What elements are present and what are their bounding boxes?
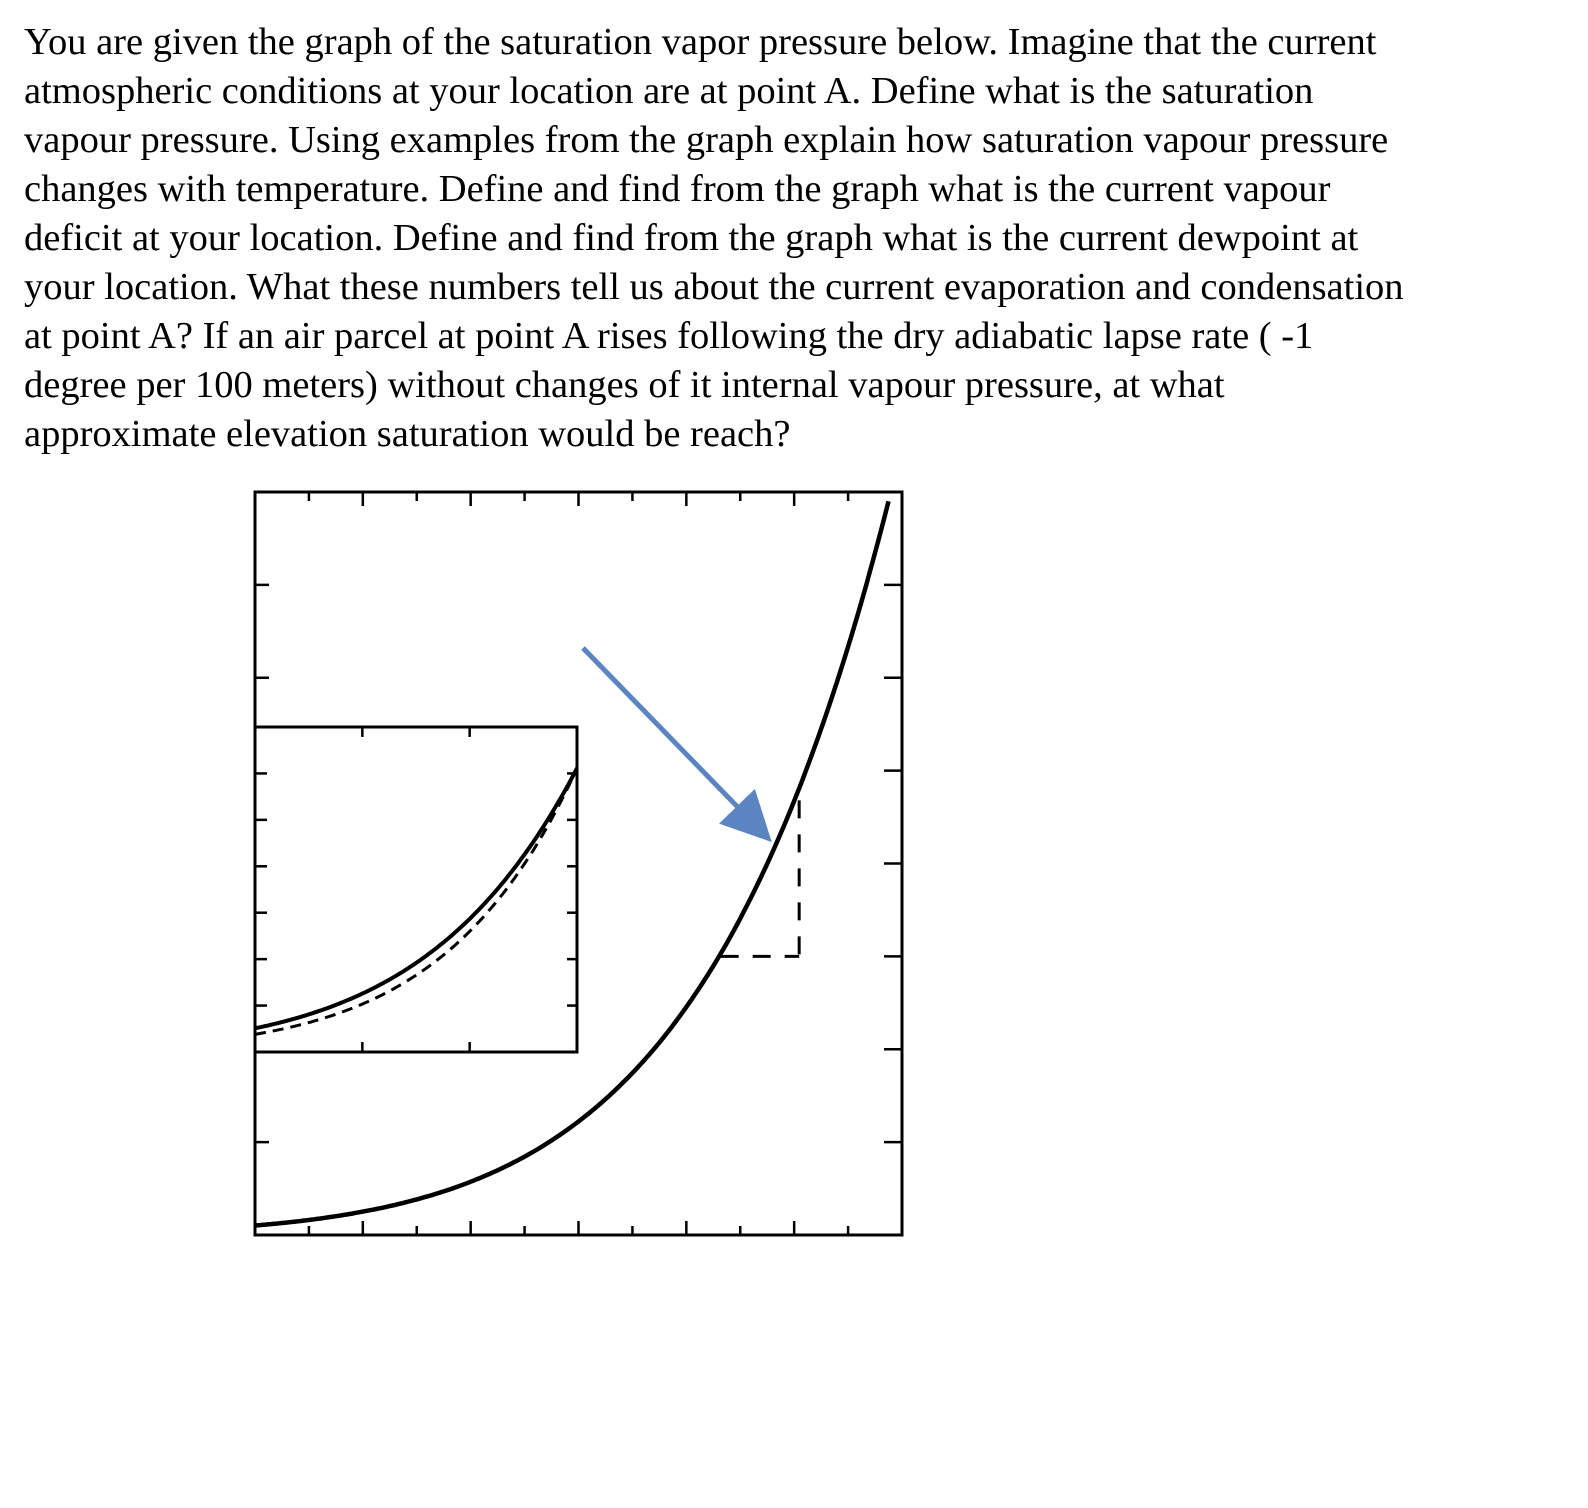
question-line: approximate elevation saturation would b…	[24, 413, 791, 455]
question-line: vapour pressure. Using examples from the…	[24, 119, 1389, 161]
question-text: You are given the graph of the saturatio…	[24, 18, 1554, 459]
question-line: at point A? If an air parcel at point A …	[24, 315, 1314, 357]
saturation-curve	[254, 500, 891, 1228]
water-curve	[254, 767, 579, 1031]
inset-plot	[253, 725, 579, 1054]
question-line: changes with temperature. Define and fin…	[24, 168, 1331, 210]
inset-frame	[253, 725, 579, 1054]
question-line: deficit at your location. Define and fin…	[24, 217, 1359, 259]
question-line: your location. What these numbers tell u…	[24, 266, 1404, 308]
question-line: You are given the graph of the saturatio…	[24, 21, 1377, 63]
question-line: atmospheric conditions at your location …	[24, 70, 1314, 112]
annotation-arrow	[581, 646, 772, 843]
ice-curve	[254, 767, 579, 1036]
question-line: degree per 100 meters) without changes o…	[24, 364, 1225, 406]
